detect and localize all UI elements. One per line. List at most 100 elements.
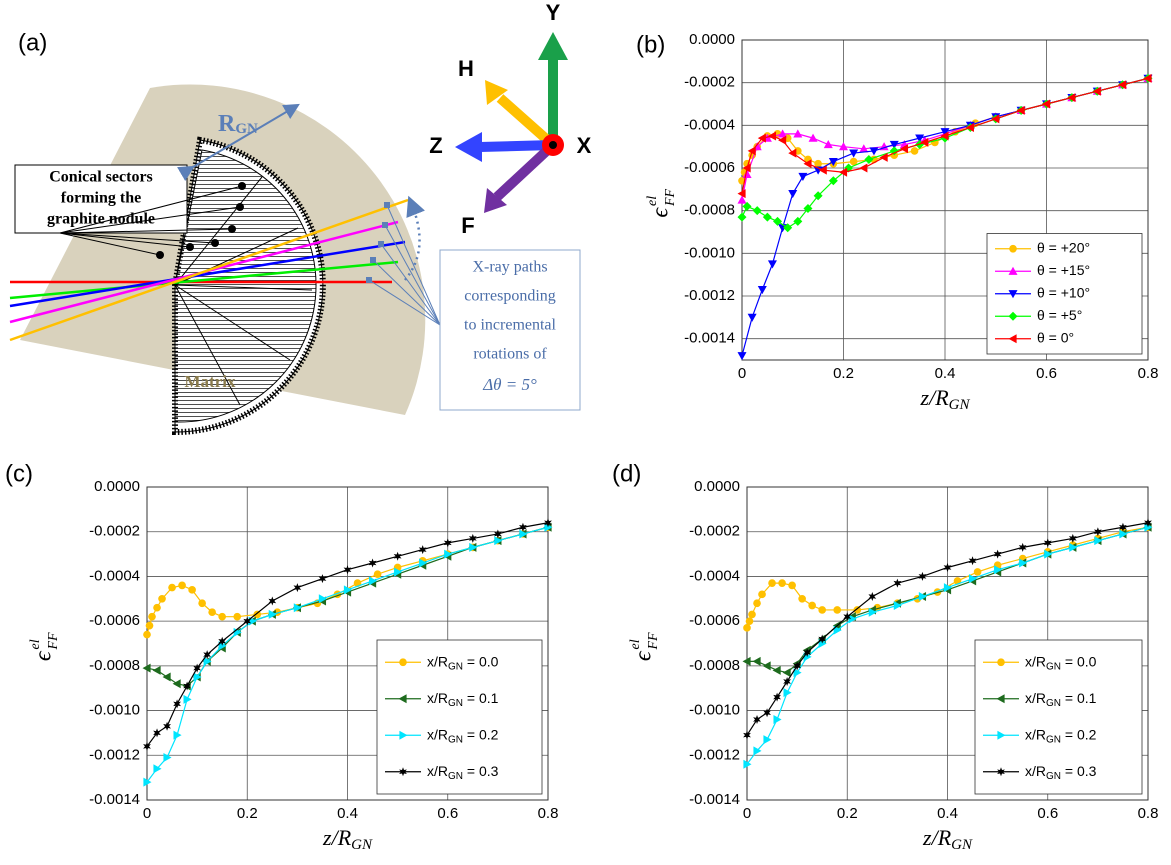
marker (968, 556, 977, 566)
marker (1144, 518, 1152, 528)
marker (943, 583, 952, 593)
y-tick-label: -0.0010 (684, 244, 735, 261)
x-tick-label: 0.8 (1138, 805, 1159, 822)
xray-text: to incremental (464, 317, 557, 334)
x-axis-label: z/RGN (920, 385, 971, 413)
legend-label: x/RGN = 0.3 (1025, 762, 1097, 781)
legend: x/RGN = 0.0 x/RGN = 0.1 x/RGN = 0.2 x/RGN =… (376, 639, 543, 795)
marker (1008, 266, 1018, 275)
marker (419, 558, 428, 568)
marker (493, 529, 502, 539)
y-label-sup: el (28, 639, 43, 649)
marker (893, 578, 902, 588)
marker (818, 606, 827, 614)
marker (768, 579, 776, 587)
marker (173, 699, 181, 709)
marker (868, 607, 877, 617)
y-tick-label: -0.0006 (689, 612, 740, 629)
marker (218, 612, 227, 621)
marker (142, 663, 151, 673)
marker (965, 122, 974, 132)
marker (823, 140, 833, 149)
marker (737, 189, 746, 199)
marker (1067, 93, 1076, 103)
marker (743, 730, 751, 740)
marker (782, 668, 791, 678)
marker (368, 576, 378, 586)
legend-label: θ = +5° (1037, 307, 1082, 323)
xray-text: X-ray paths (472, 259, 547, 276)
x-tick-label: 0.2 (237, 805, 258, 822)
marker (168, 583, 176, 592)
y-tick-label: -0.0012 (689, 746, 740, 763)
x-tick-label: 0.6 (437, 805, 458, 822)
marker (773, 715, 782, 725)
marker (163, 721, 171, 731)
marker (778, 579, 786, 587)
radius-arrow (177, 103, 300, 181)
marker (743, 759, 752, 769)
marker (268, 609, 277, 619)
axis-z-label: Z (429, 133, 442, 158)
axis-h-label: H (458, 56, 474, 81)
marker (183, 681, 191, 691)
marker (153, 764, 162, 774)
axis-y-label: Y (546, 0, 561, 25)
marker (879, 152, 888, 162)
legend-label: x/RGN = 0.3 (427, 762, 499, 781)
marker (753, 599, 761, 608)
axis-x-label: X (577, 133, 592, 158)
y-label-sub: FF (663, 188, 678, 207)
plot-frame (746, 486, 1149, 801)
y-tick-label: -0.0008 (689, 657, 740, 674)
y-tick-label: -0.0010 (689, 702, 740, 719)
y-tick-label: -0.0002 (684, 74, 735, 91)
y-tick-label: -0.0006 (89, 612, 140, 629)
marker (752, 656, 761, 666)
y-tick-label: -0.0004 (89, 567, 140, 584)
marker (443, 538, 452, 548)
y-tick-label: -0.0004 (684, 116, 735, 133)
marker (915, 134, 925, 143)
marker (218, 636, 227, 646)
marker (162, 672, 171, 682)
y-axis-label: ϵel FF (28, 632, 61, 661)
marker (1118, 80, 1127, 90)
marker (153, 728, 161, 738)
marker (1119, 522, 1127, 532)
marker (788, 581, 796, 590)
x-tick-label: 0.4 (337, 805, 358, 822)
marker (1119, 529, 1128, 539)
legend-label: θ = 0° (1037, 329, 1074, 345)
marker (747, 146, 756, 156)
x-tick-label: 0.2 (837, 805, 858, 822)
marker (193, 672, 202, 682)
panel-label: (b) (636, 31, 665, 58)
marker (1093, 527, 1102, 537)
marker (798, 594, 806, 603)
marker (788, 190, 798, 199)
marker (859, 144, 869, 153)
marker (1008, 311, 1018, 321)
x-tick-label: 0.4 (935, 365, 956, 382)
marker (798, 172, 808, 182)
legend-label: x/RGN = 0.1 (427, 689, 499, 708)
marker (940, 128, 950, 137)
y-tick-label: -0.0014 (689, 791, 740, 808)
sectors-text: graphite nodule (47, 211, 155, 228)
callout-lines (368, 204, 441, 326)
marker (973, 568, 982, 576)
marker (918, 592, 927, 602)
legend-label: x/RGN = 0.2 (1025, 726, 1097, 745)
marker (994, 565, 1003, 575)
marker (773, 692, 781, 702)
marker (243, 616, 252, 626)
marker (398, 694, 407, 704)
panel-label: (c) (5, 460, 33, 487)
x-tick-label: 0.8 (538, 805, 559, 822)
plot-frame (146, 486, 549, 801)
sectors-box (14, 164, 188, 234)
axis-f-label: F (461, 213, 474, 238)
x-tick-label: 0.4 (937, 805, 958, 822)
marker (767, 131, 777, 141)
